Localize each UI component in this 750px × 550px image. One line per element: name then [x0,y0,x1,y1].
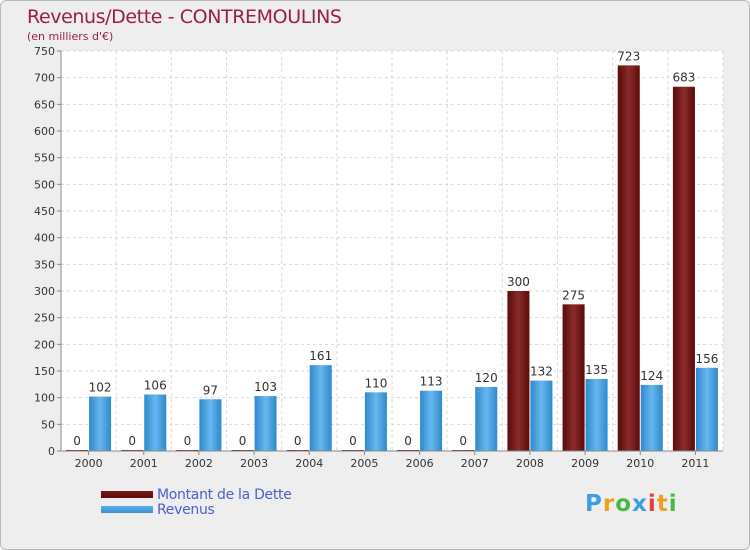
x-tick-label: 2002 [185,457,213,470]
y-tick-label: 600 [34,125,55,138]
data-label-dette-2001: 0 [128,434,136,448]
legend-item-dette: Montant de la Dette [101,486,292,503]
logo-letter: x [632,491,648,517]
logo-letter: i [647,491,657,517]
data-label-revenus-2005: 110 [364,376,387,390]
y-tick-label: 50 [41,418,55,431]
data-label-revenus-2011: 156 [695,352,718,366]
bar-revenus-2006 [420,390,443,451]
logo-letter: t [656,491,669,517]
chart-title: Revenus/Dette - CONTREMOULINS [27,6,342,28]
bar-dette-2009 [562,304,585,451]
data-label-dette-2006: 0 [404,434,412,448]
data-label-dette-2004: 0 [294,434,302,448]
x-tick-label: 2003 [240,457,268,470]
legend-label-revenus: Revenus [157,501,215,518]
bar-revenus-2001 [144,394,167,451]
chart-subtitle: (en milliers d'€) [27,30,114,43]
bar-revenus-2002 [199,399,222,451]
x-tick-label: 2004 [295,457,323,470]
logo-letter: o [615,491,633,517]
data-label-revenus-2009: 135 [585,363,608,377]
legend-label-dette: Montant de la Dette [157,486,292,503]
bar-revenus-2008 [530,380,553,451]
x-tick-label: 2008 [516,457,544,470]
y-tick-label: 0 [48,445,55,458]
data-label-dette-2003: 0 [239,434,247,448]
data-label-revenus-2000: 102 [89,381,112,395]
chart-legend: Montant de la Dette Revenus [101,486,292,518]
y-tick-label: 200 [34,338,55,351]
bar-revenus-2004 [309,365,332,451]
y-tick-label: 650 [34,98,55,111]
data-label-dette-2008: 300 [507,275,530,289]
logo-letter: r [602,491,616,517]
bar-revenus-2011 [695,367,718,451]
bar-revenus-2005 [364,392,387,451]
data-label-dette-2010: 723 [617,49,640,63]
bar-revenus-2000 [89,396,112,451]
data-label-revenus-2008: 132 [530,365,553,379]
data-label-dette-2005: 0 [349,434,357,448]
data-label-revenus-2003: 103 [254,380,277,394]
data-label-revenus-2001: 106 [144,378,167,392]
bar-dette-2008 [507,291,530,451]
data-label-dette-2011: 683 [672,71,695,85]
y-tick-label: 100 [34,392,55,405]
y-tick-label: 150 [34,365,55,378]
data-label-revenus-2004: 161 [309,349,332,363]
logo-letter: i [668,491,678,517]
data-label-dette-2009: 275 [562,288,585,302]
bar-dette-2010 [617,65,640,452]
y-tick-label: 250 [34,312,55,325]
bar-revenus-2009 [585,379,608,451]
proxiti-logo: Proxiti [585,491,678,517]
x-tick-label: 2010 [626,457,654,470]
y-tick-label: 400 [34,232,55,245]
x-tick-label: 2011 [681,457,709,470]
x-tick-label: 2001 [130,457,158,470]
data-label-dette-2002: 0 [184,434,192,448]
x-tick-label: 2009 [571,457,599,470]
y-tick-label: 450 [34,205,55,218]
data-label-dette-2007: 0 [459,434,467,448]
data-label-revenus-2002: 97 [203,383,218,397]
bar-dette-2011 [672,86,695,451]
data-label-revenus-2007: 120 [475,371,498,385]
x-tick-label: 2000 [75,457,103,470]
y-tick-label: 700 [34,72,55,85]
data-label-revenus-2010: 124 [640,369,663,383]
y-tick-label: 550 [34,152,55,165]
legend-swatch-revenus [101,506,153,513]
y-tick-label: 500 [34,178,55,191]
legend-swatch-dette [101,491,153,498]
y-tick-label: 750 [34,45,55,58]
data-label-dette-2000: 0 [73,434,81,448]
legend-item-revenus: Revenus [101,501,292,518]
bar-revenus-2003 [254,396,277,451]
y-tick-label: 350 [34,258,55,271]
y-tick-label: 300 [34,285,55,298]
bar-revenus-2010 [640,384,663,451]
bar-revenus-2007 [475,387,498,451]
x-tick-label: 2006 [406,457,434,470]
data-label-revenus-2006: 113 [420,375,443,389]
x-tick-label: 2007 [461,457,489,470]
logo-letter: P [585,491,603,517]
x-tick-label: 2005 [350,457,378,470]
